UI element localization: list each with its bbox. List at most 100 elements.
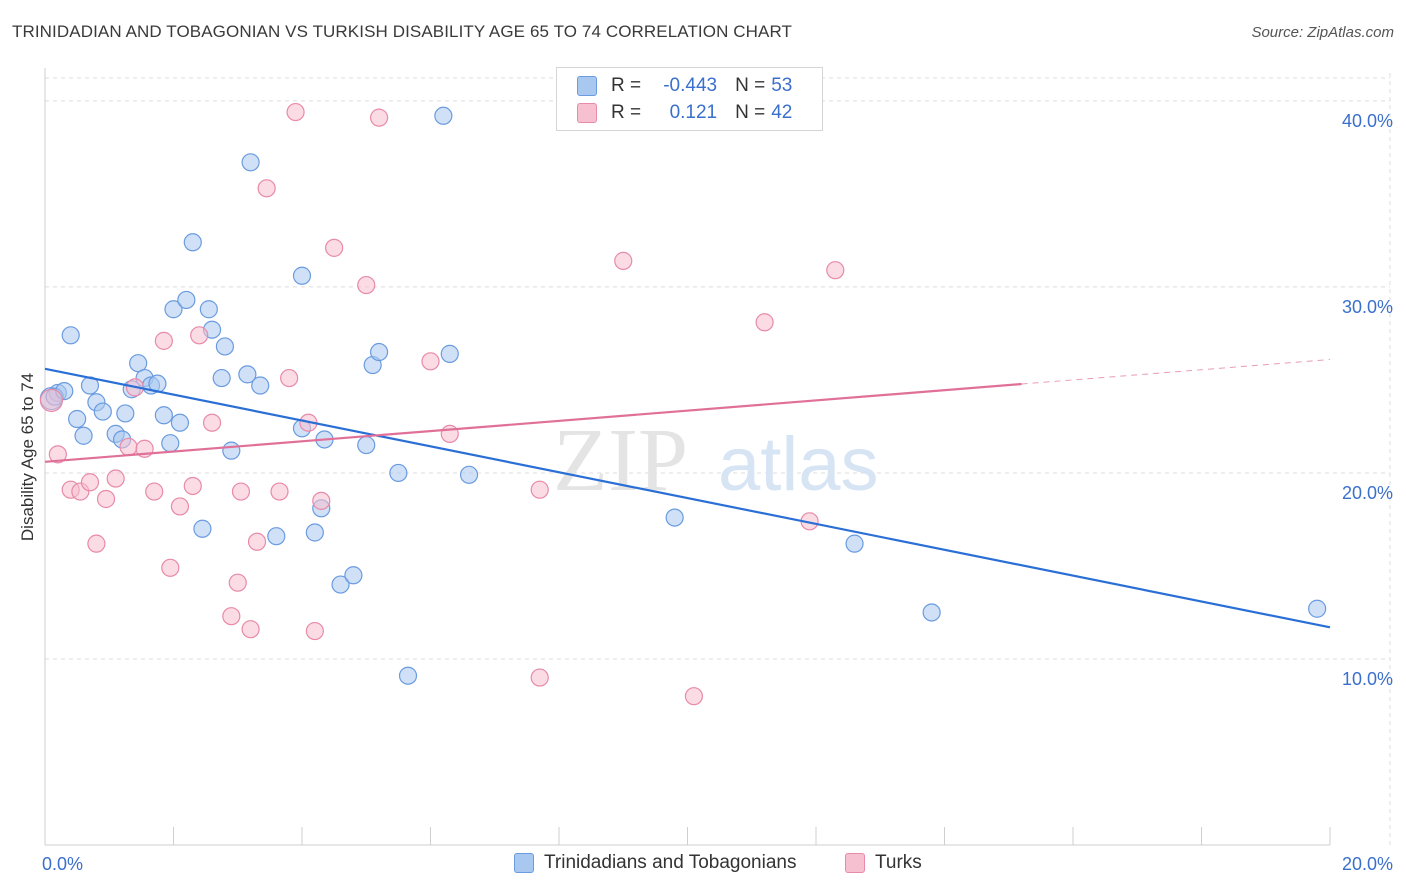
- turks-point: [357, 275, 376, 295]
- turks-point: [228, 573, 247, 592]
- turks-point: [241, 620, 260, 639]
- chart-title: TRINIDADIAN AND TOBAGONIAN VS TURKISH DI…: [12, 22, 793, 41]
- turks-trend-line: [44, 382, 1022, 463]
- trinidadian-point: [251, 376, 270, 395]
- turks-point: [48, 445, 67, 464]
- trinidadian-point: [389, 463, 408, 483]
- trinidadian-point: [61, 326, 80, 345]
- turks-point: [614, 251, 633, 270]
- y-axis-label: Disability Age 65 to 74: [18, 373, 37, 541]
- grid-lines: [45, 73, 1391, 845]
- turks-point: [440, 424, 459, 443]
- trinidadian-point: [161, 434, 180, 453]
- turks-point: [286, 102, 305, 122]
- trinidadian-point: [845, 534, 864, 553]
- trinidadian-point: [183, 233, 202, 252]
- trinidadian-point: [93, 402, 112, 421]
- trinidadian-point: [305, 523, 324, 542]
- legend-r-label: R =: [611, 102, 642, 123]
- turks-point: [119, 437, 138, 457]
- turks-trend-line-extension: [1021, 358, 1331, 385]
- legend-r-value: 0.121: [669, 102, 718, 123]
- trinidadian-point: [292, 266, 312, 285]
- legend-row-trinidadian: R = -0.443 N = 53: [577, 73, 792, 99]
- trinidadian-point: [331, 575, 350, 594]
- trinidadian-point: [1308, 599, 1327, 618]
- legend-swatch-turks: [577, 103, 597, 123]
- turks-point: [530, 668, 549, 687]
- legend-n-value: 53: [771, 75, 793, 96]
- trinidadian-point: [344, 566, 363, 585]
- series-legend-turks[interactable]: Turks: [845, 852, 922, 874]
- watermark: ZIP atlas: [553, 411, 879, 510]
- turks-point: [87, 534, 106, 553]
- trinidadian-point: [164, 300, 183, 319]
- trinidadian-point: [116, 404, 135, 423]
- turks-point: [755, 313, 774, 332]
- trinidadian-point: [215, 337, 234, 356]
- y-tick-label: 10.0%: [1342, 669, 1393, 689]
- correlation-legend: R = -0.443 N = 53 R = 0.121 N = 42: [556, 67, 823, 131]
- trinidadian-point: [238, 365, 257, 384]
- turks-point: [325, 238, 344, 257]
- turks-point: [421, 352, 440, 371]
- turks-point: [684, 687, 704, 706]
- legend-r-value: -0.443: [663, 75, 718, 96]
- trinidadian-point: [434, 106, 453, 125]
- turks-point: [161, 558, 180, 577]
- turks-point: [530, 480, 549, 499]
- chart-source: Source: ZipAtlas.com: [1251, 24, 1394, 41]
- turks-point: [145, 482, 164, 501]
- turks-point: [270, 482, 289, 501]
- data-points: [39, 102, 1327, 706]
- trinidadian-point: [459, 465, 479, 484]
- legend-r-label: R =: [611, 75, 642, 96]
- series-legend: Trinidadians and Tobagonians Turks: [0, 852, 1406, 878]
- turks-point: [370, 108, 389, 127]
- trinidadian-point: [665, 508, 684, 527]
- trinidadian-point: [199, 300, 218, 319]
- y-tick-label: 40.0%: [1342, 111, 1393, 131]
- y-tick-label: 30.0%: [1342, 297, 1393, 317]
- legend-swatch-trinidadian: [577, 76, 597, 96]
- series-legend-label: Turks: [875, 852, 922, 873]
- trinidadian-point: [170, 413, 190, 432]
- trinidadian-point: [212, 368, 231, 388]
- turks-point: [80, 473, 100, 492]
- axis-labels: Disability Age 65 to 74 10.0% 20.0% 30.0% 4…: [18, 111, 1393, 874]
- trinidadian-point: [241, 153, 260, 172]
- turks-point: [222, 607, 241, 626]
- series-legend-label: Trinidadians and Tobagonians: [544, 852, 797, 873]
- trinidadian-point: [440, 344, 459, 363]
- trend-lines: [44, 358, 1331, 629]
- x-tick-label: 20.0%: [1342, 854, 1393, 874]
- turks-point: [183, 476, 202, 496]
- turks-point: [231, 482, 251, 501]
- trinidadian-point: [398, 666, 418, 685]
- series-swatch-turks: [845, 853, 865, 873]
- turks-point: [106, 469, 125, 488]
- watermark-atlas: atlas: [718, 422, 879, 507]
- turks-point: [280, 368, 299, 388]
- turks-point: [305, 621, 324, 641]
- turks-point: [257, 179, 276, 198]
- trinidadian-point: [922, 603, 941, 622]
- trinidadian-point: [370, 342, 389, 362]
- trinidadian-point: [267, 527, 286, 546]
- turks-point: [39, 388, 64, 413]
- turks-point: [154, 331, 173, 350]
- turks-point: [190, 326, 209, 345]
- trinidadian-point: [177, 290, 196, 310]
- turks-point: [96, 489, 116, 509]
- turks-point: [826, 261, 845, 280]
- trinidadian-point: [74, 426, 93, 445]
- trinidadian-point: [222, 441, 241, 460]
- trinidadian-point: [357, 435, 376, 455]
- y-tick-label: 20.0%: [1342, 483, 1393, 503]
- legend-row-turks: R = 0.121 N = 42: [577, 100, 792, 126]
- trinidadian-trend-line: [44, 367, 1331, 629]
- legend-n-label: N =: [735, 102, 766, 123]
- series-legend-trinidadian[interactable]: Trinidadians and Tobagonians: [514, 852, 796, 874]
- series-swatch-trinidadian: [514, 853, 534, 873]
